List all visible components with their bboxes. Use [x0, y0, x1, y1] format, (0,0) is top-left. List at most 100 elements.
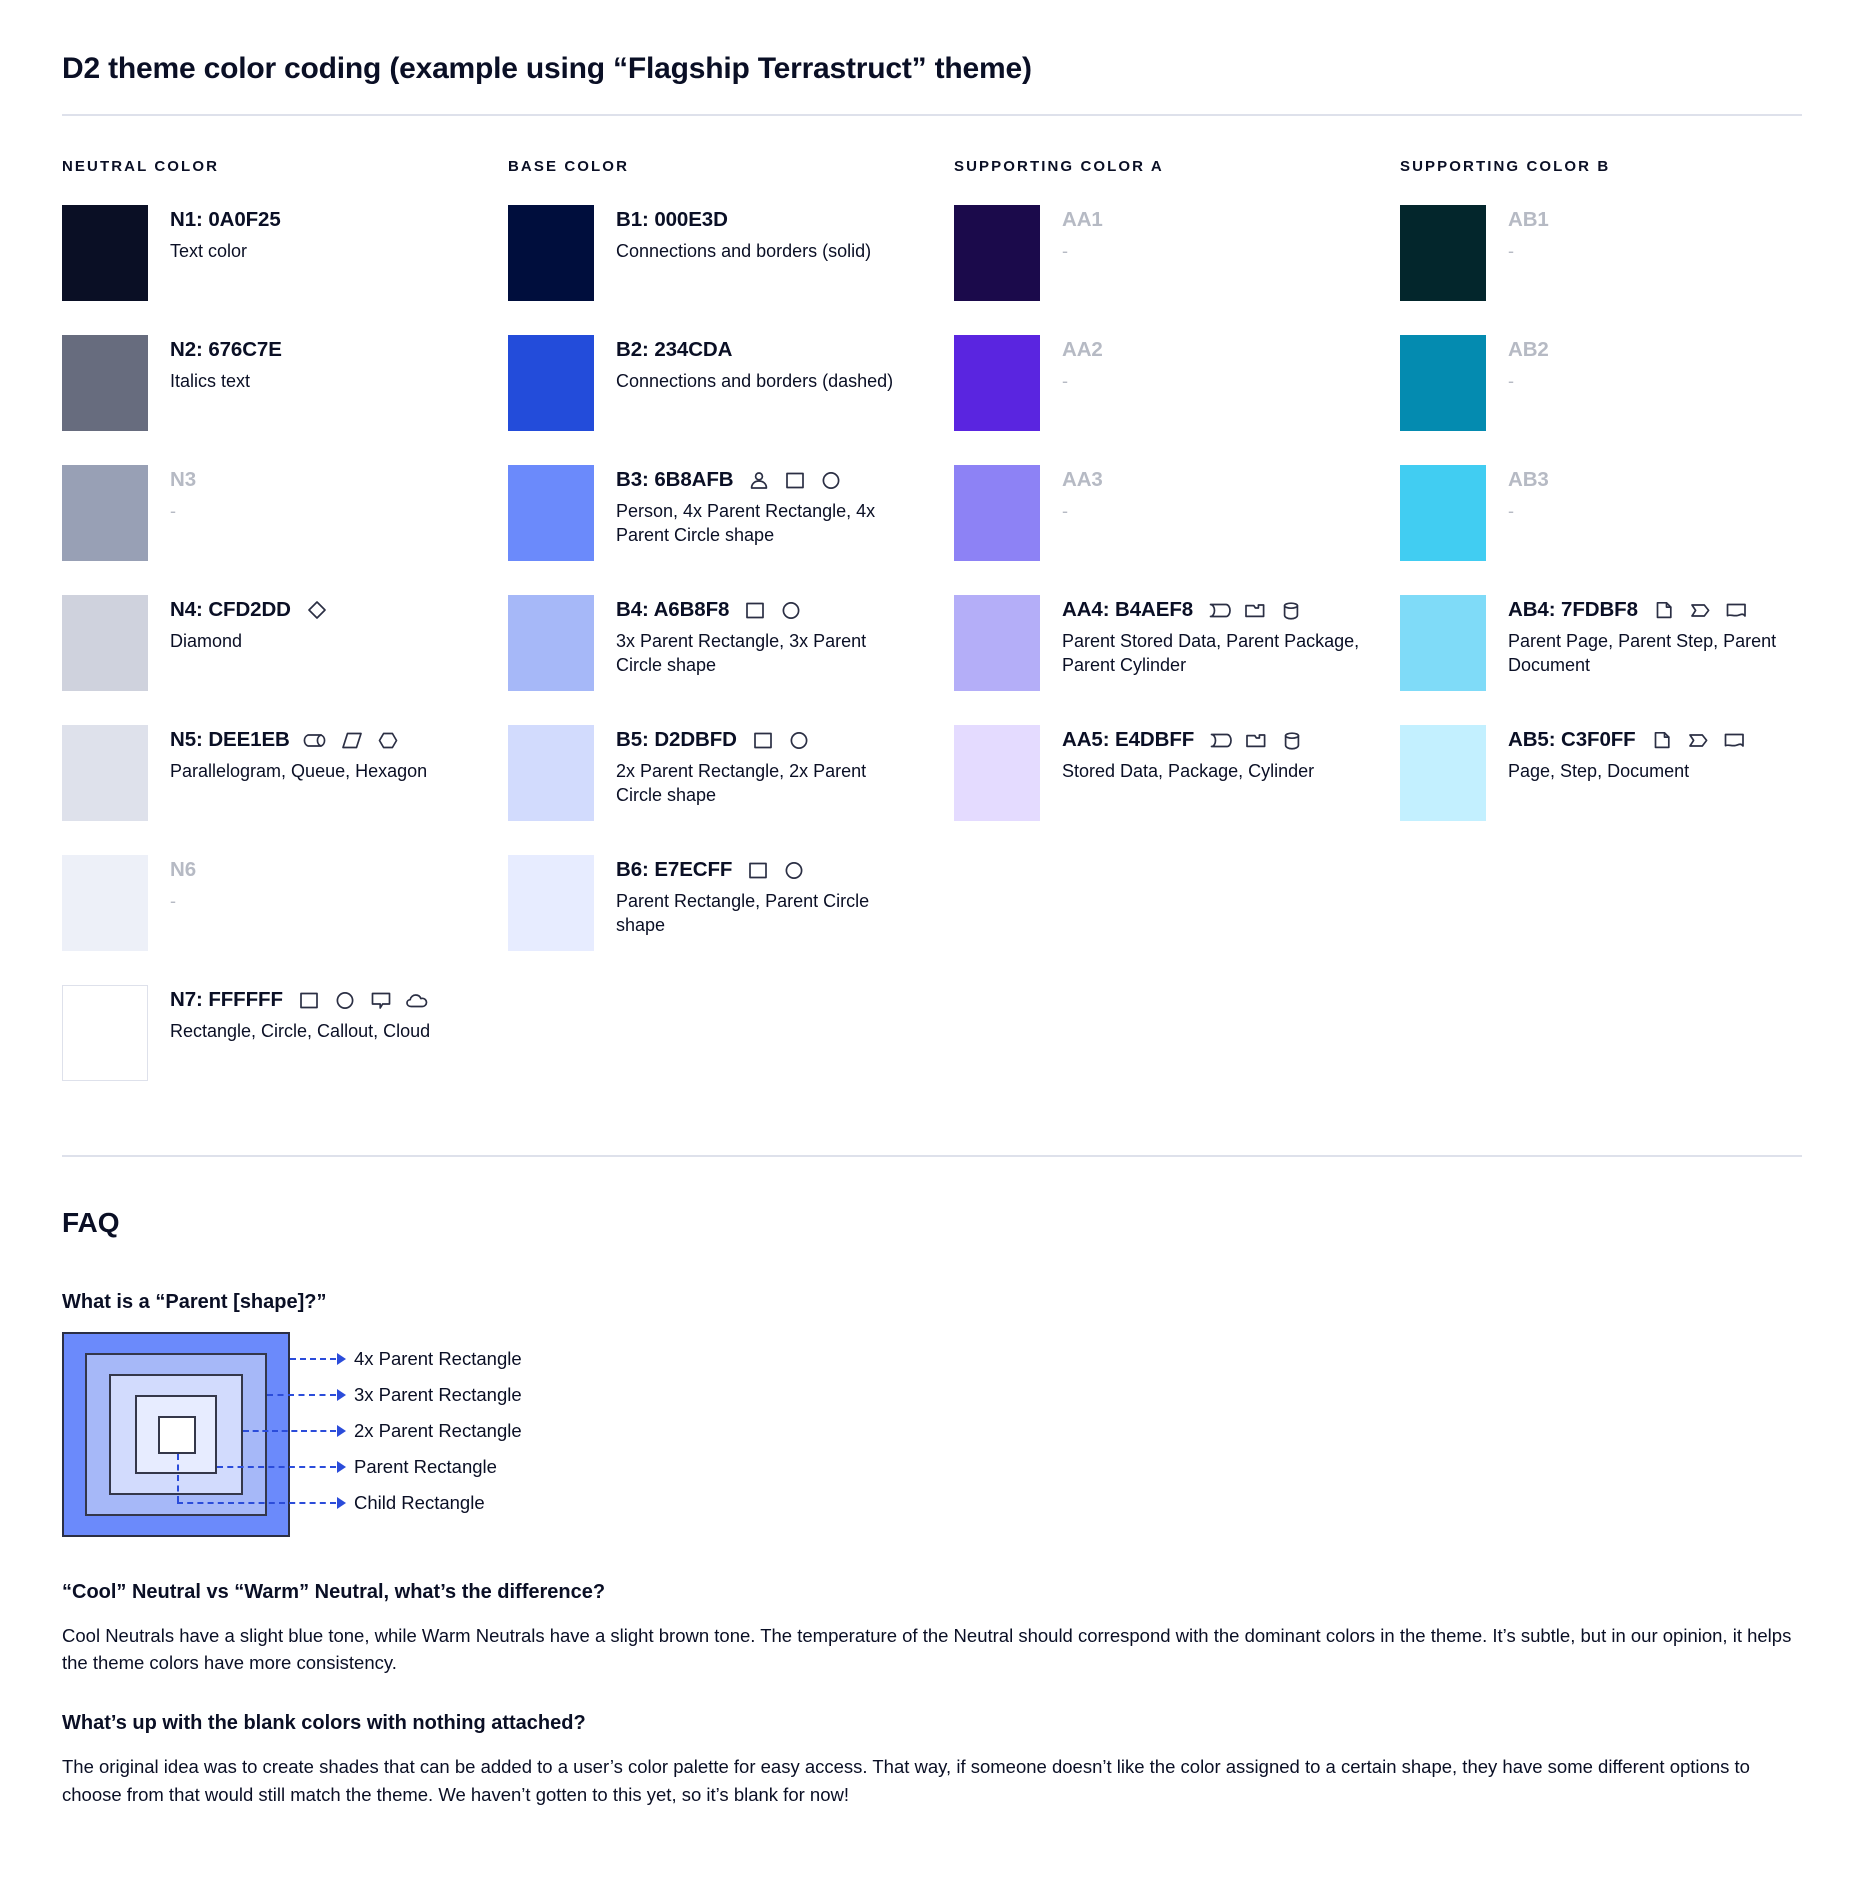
swatch-body: N5: DEE1EB Parallelogram, Queue, Hexagon	[170, 725, 508, 784]
color-swatch[interactable]	[1400, 725, 1486, 821]
leader-arrow	[337, 1353, 346, 1365]
color-swatch[interactable]	[1400, 335, 1486, 431]
swatch-row: AB5: C3F0FF Page, Step, Document	[1400, 725, 1846, 855]
color-swatch[interactable]	[508, 335, 594, 431]
swatch-description: -	[1062, 371, 1068, 391]
swatch-body: B6: E7ECFF Parent Rectangle, Parent Circl…	[616, 855, 954, 937]
swatch-description: Rectangle, Circle, Callout, Cloud	[170, 1021, 431, 1041]
swatch-row: N7: FFFFFF Rectangle, Circle, Callout, Cl…	[62, 985, 508, 1115]
swatch-description: Parallelogram, Queue, Hexagon	[170, 761, 428, 781]
color-swatch[interactable]	[1400, 205, 1486, 301]
swatch-row: B3: 6B8AFB Person, 4x Parent Rectangle, 4…	[508, 465, 954, 595]
circle-icon	[781, 858, 807, 882]
swatch-name-line: B2: 234CDA	[616, 337, 954, 363]
swatch-name-line: AA2	[1062, 337, 1400, 363]
shape-icon-group	[1649, 728, 1747, 752]
swatch-row: AA1 -	[954, 205, 1400, 335]
color-swatch[interactable]	[508, 465, 594, 561]
swatch-body: N3 -	[170, 465, 508, 524]
swatch-row: B5: D2DBFD 2x Parent Rectangle, 2x Parent…	[508, 725, 954, 855]
swatch-body: AA1 -	[1062, 205, 1400, 264]
swatch-body: N4: CFD2DD Diamond	[170, 595, 508, 654]
color-swatch[interactable]	[508, 595, 594, 691]
document-icon	[1721, 728, 1747, 752]
swatch-body: B4: A6B8F8 3x Parent Rectangle, 3x Parent…	[616, 595, 954, 677]
swatch-name: B4: A6B8F8	[616, 598, 730, 621]
parallelogram-icon	[339, 728, 365, 752]
swatch-description: -	[1508, 371, 1514, 391]
color-swatch[interactable]	[62, 335, 148, 431]
swatch-name-line: AB1	[1508, 207, 1846, 233]
faq-divider	[62, 1155, 1802, 1157]
callout-icon	[368, 988, 394, 1012]
package-icon	[1243, 728, 1269, 752]
queue-icon	[303, 728, 329, 752]
faq-answer-3: The original idea was to create shades t…	[62, 1756, 1750, 1805]
swatch-description: -	[170, 891, 176, 911]
color-swatch[interactable]	[954, 335, 1040, 431]
swatch-name-line: B1: 000E3D	[616, 207, 954, 233]
shape-icon-group	[296, 988, 430, 1012]
swatch-name-line: AB4: 7FDBF8	[1508, 597, 1846, 623]
swatch-body: B5: D2DBFD 2x Parent Rectangle, 2x Parent…	[616, 725, 954, 807]
swatch-body: AA2 -	[1062, 335, 1400, 394]
diagram-label: 3x Parent Rectangle	[354, 1384, 522, 1405]
swatch-row: N2: 676C7E Italics text	[62, 335, 508, 465]
swatch-name: B3: 6B8AFB	[616, 468, 734, 491]
color-swatch[interactable]	[1400, 595, 1486, 691]
swatch-name: AB1	[1508, 208, 1549, 231]
stored-data-icon	[1206, 598, 1232, 622]
title-divider	[62, 114, 1802, 116]
diamond-icon	[304, 598, 330, 622]
swatch-description: -	[1062, 501, 1068, 521]
circle-icon	[778, 598, 804, 622]
swatch-row: N1: 0A0F25 Text color	[62, 205, 508, 335]
color-swatch[interactable]	[62, 855, 148, 951]
color-swatch[interactable]	[508, 725, 594, 821]
color-swatch[interactable]	[954, 725, 1040, 821]
column-heading: BASE COLOR	[508, 158, 630, 175]
leader-line	[217, 1466, 336, 1468]
swatch-name-line: AB5: C3F0FF	[1508, 727, 1846, 753]
color-swatch[interactable]	[954, 205, 1040, 301]
swatch-name-line: AB2	[1508, 337, 1846, 363]
swatch-name: N3	[170, 468, 197, 491]
color-swatch[interactable]	[62, 465, 148, 561]
swatch-name-line: N7: FFFFFF	[170, 987, 508, 1013]
swatch-name: AB2	[1508, 338, 1549, 361]
swatch-body: AA4: B4AEF8 Parent Stored Data, Parent Pa…	[1062, 595, 1400, 677]
color-swatch[interactable]	[62, 205, 148, 301]
leader-arrow	[337, 1425, 346, 1437]
swatch-name: B5: D2DBFD	[616, 728, 737, 751]
color-column-3: SUPPORTING COLOR A AA1 - AA2 - AA3 - AA4: B4AEF…	[954, 158, 1400, 855]
color-swatch[interactable]	[508, 205, 594, 301]
color-swatch[interactable]	[954, 595, 1040, 691]
swatch-name: B1: 000E3D	[616, 208, 728, 231]
swatch-description: -	[1508, 241, 1514, 261]
swatch-name: N4: CFD2DD	[170, 598, 291, 621]
color-swatch[interactable]	[62, 725, 148, 821]
swatch-name: AA1	[1062, 208, 1103, 231]
color-swatch[interactable]	[62, 595, 148, 691]
swatch-description: Person, 4x Parent Rectangle, 4x Parent C…	[616, 501, 876, 545]
color-swatch[interactable]	[508, 855, 594, 951]
swatch-body: AA3 -	[1062, 465, 1400, 524]
color-swatch[interactable]	[954, 465, 1040, 561]
faq-question-3: What’s up with the blank colors with not…	[62, 1712, 586, 1735]
swatch-name: N7: FFFFFF	[170, 988, 283, 1011]
swatch-name-line: AA3	[1062, 467, 1400, 493]
color-swatch[interactable]	[62, 985, 148, 1081]
rectangle-icon	[742, 598, 768, 622]
swatch-row: AA3 -	[954, 465, 1400, 595]
stored-data-icon	[1207, 728, 1233, 752]
swatch-description: Diamond	[170, 631, 243, 651]
color-column-4: SUPPORTING COLOR B AB1 - AB2 - AB3 - AB4: 7FDBF…	[1400, 158, 1846, 855]
swatch-name: AA5: E4DBFF	[1062, 728, 1195, 751]
swatch-row: AA5: E4DBFF Stored Data, Package, Cylinde…	[954, 725, 1400, 855]
swatch-body: AB3 -	[1508, 465, 1846, 524]
leader-line	[290, 1358, 336, 1360]
swatch-row: AA2 -	[954, 335, 1400, 465]
rectangle-icon	[750, 728, 776, 752]
color-swatch[interactable]	[1400, 465, 1486, 561]
